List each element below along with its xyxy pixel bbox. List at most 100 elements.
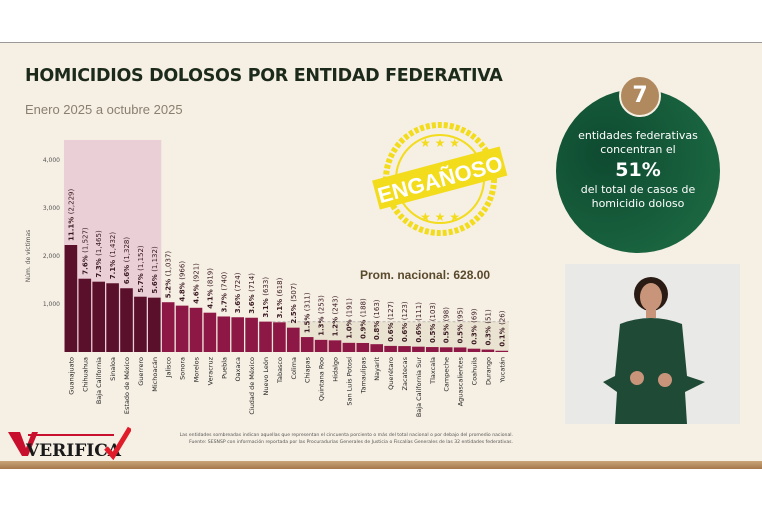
bar [314,339,328,352]
y-axis-label: Núm. de víctimas [25,230,32,283]
bar [273,322,286,352]
verifica-logo: VERIFICA [6,424,133,464]
bar [481,349,495,352]
y-tick-label: 3,000 [43,205,60,212]
category-label: Baja California Sur [415,357,423,417]
category-label: Estado de México [123,357,131,414]
sign-language-interpreter-video [565,264,740,424]
data-label: 1.5% (311) [304,292,312,333]
category-label: Campeche [443,357,451,392]
bar [189,307,203,352]
enganoso-stamp: ★ ★ ★ ★ ★ ★ ENGAÑOSO [372,122,508,236]
svg-text:★ ★ ★: ★ ★ ★ [420,210,460,224]
category-label: Baja California [95,357,103,404]
bar [231,317,244,352]
bar [106,283,119,352]
data-label: 7.3% (1,465) [95,230,103,278]
bar [426,347,439,352]
data-label: 0.3% (51) [484,309,492,345]
data-label: 0.1% (26) [498,310,506,346]
bar [148,297,161,352]
data-label: 0.6% (111) [415,302,423,343]
category-label: Querétaro [387,357,395,390]
data-label: 4.6% (921) [193,263,201,304]
data-label: 7.6% (1,527) [81,227,89,275]
bar [217,316,231,352]
category-label: Guanajuato [67,357,75,395]
data-label: 3.6% (724) [234,272,242,313]
bar [120,288,133,352]
category-label: Michoacán [151,357,159,392]
category-label: Sonora [179,357,187,380]
category-label: Tlaxcala [429,357,437,385]
footnote-source: Fuente: SESNSP con información reportada… [189,439,513,445]
data-label: 3.1% (633) [262,277,270,318]
category-label: Oaxaca [234,357,242,382]
stamp-text: ENGAÑOSO [375,151,505,208]
data-label: 6.6% (1,328) [123,237,131,285]
data-label: 1.3% (253) [318,295,326,336]
bar [259,321,272,352]
category-label: Quintana Roo [318,357,326,401]
bar [342,342,356,352]
data-label: 0.9% (188) [359,298,367,339]
bar [328,340,342,352]
data-label: 3.7% (740) [220,272,228,313]
bar [175,305,189,352]
callout-percent: 51% [615,159,661,181]
category-label: Chiapas [304,356,312,383]
bar [439,347,453,352]
category-label: Nayarit [373,357,381,381]
category-label: Tabasco [276,357,284,384]
data-label: 0.3% (69) [471,308,479,344]
callout-number-badge: 7 [619,75,661,117]
bar [203,312,217,352]
bar [300,337,314,352]
data-label: 0.5% (98) [443,307,451,343]
y-tick-label: 2,000 [43,253,60,260]
category-label: Nuevo León [262,357,270,395]
bar [245,317,258,352]
bar [161,302,175,352]
bar [370,344,383,352]
average-label: Prom. nacional: 628.00 [360,268,490,282]
category-label: Hidalgo [332,357,340,382]
callout-text-top: entidades federativas concentran el [578,129,698,156]
bar [78,278,92,352]
category-label: Sinaloa [109,357,117,381]
bar [453,347,467,352]
data-label: 0.8% (163) [373,299,381,340]
bar [64,245,78,352]
data-label: 0.6% (127) [387,301,395,342]
bar-chart: Núm. de víctimas 1,000 2,000 3,000 4,000 11… [25,140,509,417]
y-tick-label: 1,000 [43,301,60,308]
data-label: 4.1% (819) [206,268,214,309]
bar [398,346,411,352]
data-label: 5.6% (1,132) [151,246,159,294]
data-label: 11.1% (2,229) [67,189,75,242]
data-label: 3.6% (714) [248,273,256,314]
data-label: 2.5% (507) [290,283,298,324]
category-label: Puebla [220,357,228,379]
data-label: 0.5% (95) [457,307,465,343]
bar [287,327,300,352]
svg-text:VERIFICA: VERIFICA [25,441,122,460]
bar [495,350,509,352]
chart-subtitle: Enero 2025 a octubre 2025 [25,102,183,117]
category-label: Colima [290,357,298,379]
category-label: Ciudad de México [248,357,256,415]
data-label: 1.0% (191) [345,298,353,339]
bar [467,348,481,352]
category-label: Durango [484,357,492,385]
category-label: Zacatecas [401,356,409,390]
data-label: 0.6% (123) [401,301,409,342]
bar [384,345,397,352]
category-label: Tamaulipas [359,356,367,394]
data-label: 1.2% (243) [332,295,340,336]
chart-title: HOMICIDIOS DOLOSOS POR ENTIDAD FEDERATIV… [25,66,503,86]
y-tick-label: 4,000 [43,157,60,164]
callout-text-bottom: del total de casos de homicidio doloso [580,183,696,210]
data-label: 5.2% (1,037) [165,251,173,299]
footnote: Las entidades sombreadas indican aquella… [128,433,513,446]
category-label: Yucatán [498,357,506,384]
